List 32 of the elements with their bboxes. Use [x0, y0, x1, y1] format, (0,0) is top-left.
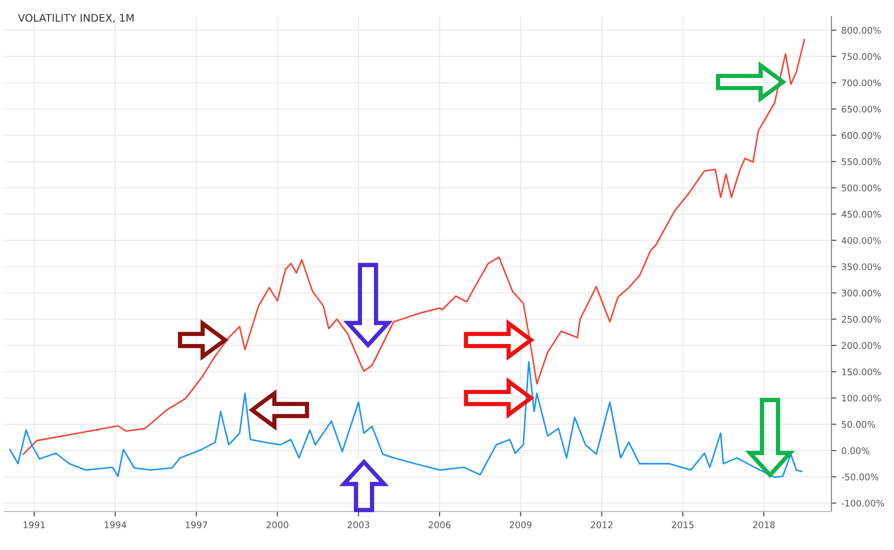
x-tick-label: 2009 — [510, 521, 532, 528]
y-tick-label: 200.00% — [842, 342, 881, 350]
y-tick-label: 650.00% — [842, 106, 881, 113]
x-tick-label: 2015 — [672, 521, 694, 528]
line-series — [9, 360, 802, 478]
y-tick-label: -100.00% — [842, 500, 884, 507]
line-series — [22, 38, 806, 455]
y-tick-label: 300.00% — [842, 290, 881, 296]
chart-title: VOLATILITY INDEX, 1M — [18, 14, 134, 23]
y-tick-label: 750.00% — [842, 53, 881, 60]
y-tick-label: 0.00% — [842, 447, 870, 454]
y-tick-label: 800.00% — [842, 26, 881, 34]
x-tick-label: 2012 — [590, 521, 612, 528]
x-tick-label: 2000 — [266, 521, 288, 528]
x-tick-label: 2018 — [753, 521, 775, 528]
y-tick-label: 700.00% — [842, 79, 881, 86]
y-tick-label: -50.00% — [842, 474, 878, 480]
y-tick-label: 550.00% — [842, 158, 881, 166]
x-tick-label: 2006 — [428, 521, 450, 528]
y-tick-label: 400.00% — [842, 237, 881, 244]
y-tick-label: 150.00% — [842, 368, 881, 376]
y-tick-label: 600.00% — [842, 132, 881, 139]
x-tick-label: 2003 — [348, 521, 370, 528]
y-tick-label: 350.00% — [842, 263, 881, 270]
x-tick-label: 1994 — [104, 521, 126, 528]
y-tick-label: 50.00% — [842, 421, 876, 428]
x-tick-label: 1991 — [24, 521, 45, 528]
y-tick-label: 500.00% — [842, 184, 881, 192]
x-tick-label: 1997 — [186, 521, 208, 528]
y-tick-label: 100.00% — [842, 394, 881, 402]
y-tick-label: 450.00% — [842, 210, 881, 218]
y-tick-label: 250.00% — [842, 316, 881, 323]
